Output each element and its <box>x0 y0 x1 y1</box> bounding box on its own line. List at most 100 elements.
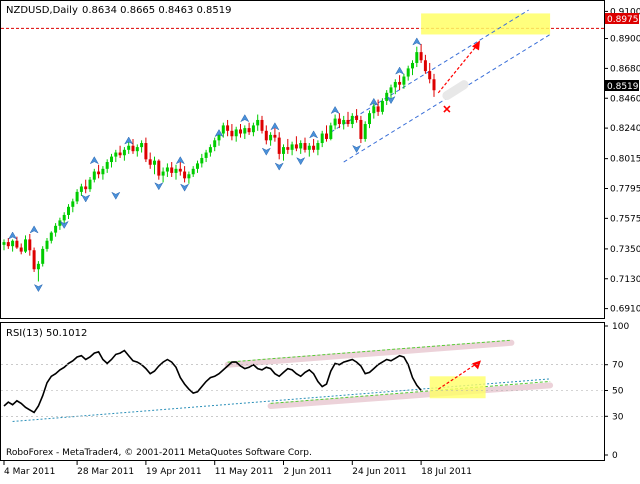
candle-body <box>217 133 221 141</box>
rsi-channel-lower <box>270 380 551 404</box>
rsi-line <box>3 349 422 414</box>
candle-body <box>49 232 53 241</box>
price-axis-label: 0.8015 <box>610 155 640 165</box>
candle-body <box>277 137 281 154</box>
candle-body <box>337 118 341 125</box>
resistance-price-badge <box>605 13 639 24</box>
candle-body <box>32 250 36 270</box>
candle-body <box>423 60 427 72</box>
candle-body <box>226 125 230 131</box>
candle-body <box>299 143 303 149</box>
date-axis-label: 4 Mar 2011 <box>4 467 55 477</box>
candle-body <box>256 119 260 126</box>
candle-body <box>161 171 165 176</box>
candle-body <box>294 144 298 149</box>
candle-body <box>148 159 152 165</box>
rsi-channel-upper <box>227 339 512 363</box>
candle-body <box>290 144 294 150</box>
candle-body <box>2 242 6 245</box>
candle-body <box>79 186 83 192</box>
candle-body <box>260 119 264 131</box>
candle-body <box>41 248 45 264</box>
rsi-axis-label: 30 <box>612 412 624 422</box>
candle-body <box>196 163 199 169</box>
candle-body <box>402 76 406 85</box>
candle-body <box>67 206 70 215</box>
candle-body <box>406 68 410 77</box>
candle-body <box>114 152 118 157</box>
candle-body <box>411 62 414 69</box>
candle-body <box>312 145 316 150</box>
candle-body <box>398 81 402 85</box>
candle-body <box>71 201 75 207</box>
price-axis-label: 0.7130 <box>610 275 640 285</box>
candle-body <box>105 162 109 169</box>
candle-body <box>393 81 397 88</box>
candle-body <box>230 130 234 137</box>
candle-body <box>359 119 363 139</box>
stop-cross-marker <box>443 105 451 113</box>
candle-body <box>372 106 376 114</box>
candle-body <box>213 140 217 148</box>
fractal-down-arrow <box>274 162 284 171</box>
candle-body <box>62 214 66 221</box>
fractal-down-arrow <box>261 147 271 156</box>
date-axis-label: 2 Jun 2011 <box>284 467 332 477</box>
rsi-axis-label: 100 <box>612 322 629 332</box>
candle-body <box>174 168 178 173</box>
candle-body <box>187 174 191 179</box>
candle-body <box>191 168 195 175</box>
candle-body <box>19 247 23 252</box>
candle-body <box>75 191 79 202</box>
candle-body <box>165 167 169 172</box>
candle-body <box>346 119 350 125</box>
fractal-down-arrow <box>351 144 362 153</box>
candle-body <box>170 167 174 173</box>
price-axis-label: 0.8460 <box>610 94 640 104</box>
fractal-down-arrow <box>81 194 91 203</box>
candle-body <box>11 240 15 247</box>
price-axis-label: 0.7350 <box>610 245 640 255</box>
candle-body <box>28 239 32 251</box>
current-price-label: 0.8519 <box>607 82 639 92</box>
rsi-axis-label: 70 <box>612 361 624 371</box>
fractal-down-arrow <box>111 191 121 200</box>
candle-body <box>432 79 436 91</box>
fractal-down-arrow <box>179 183 190 192</box>
candle-body <box>368 113 371 125</box>
fractal-up-arrow <box>240 114 250 123</box>
fractal-down-arrow <box>33 283 44 293</box>
candle-body <box>355 115 359 120</box>
date-axis-label: 28 Mar 2011 <box>77 467 134 477</box>
price-axis-label: 0.7795 <box>610 185 640 195</box>
candle-body <box>333 118 337 126</box>
candle-body <box>415 52 419 63</box>
date-axis-label: 24 Jun 2011 <box>352 467 406 477</box>
chart-header-ohlc: 0.8634 0.8665 0.8463 0.8519 <box>82 5 232 16</box>
candle-body <box>380 100 384 112</box>
candle-body <box>428 71 432 80</box>
candle-body <box>363 124 367 139</box>
candle-body <box>54 225 58 233</box>
candle-body <box>131 145 135 152</box>
candle-body <box>264 130 268 141</box>
fractal-up-arrow <box>412 37 422 46</box>
price-axis-label: 0.8680 <box>610 64 640 74</box>
candle-body <box>110 156 113 163</box>
candle-body <box>243 128 247 134</box>
candle-body <box>234 129 238 137</box>
candle-body <box>122 149 126 156</box>
forecast-arrow-line <box>437 44 478 94</box>
price-axis-label: 0.8240 <box>610 124 640 134</box>
fractal-up-arrow <box>369 97 379 106</box>
fractal-up-arrow <box>394 66 405 75</box>
date-axis-label: 18 Jul 2011 <box>421 467 472 477</box>
candle-body <box>273 134 277 138</box>
rsi-header: RSI(13) 50.1012 <box>6 328 87 339</box>
rsi-axis-label: 50 <box>612 387 624 397</box>
candle-body <box>350 115 354 125</box>
fractal-up-arrow <box>175 156 185 165</box>
candle-body <box>200 157 204 164</box>
fractal-down-arrow <box>296 157 306 166</box>
